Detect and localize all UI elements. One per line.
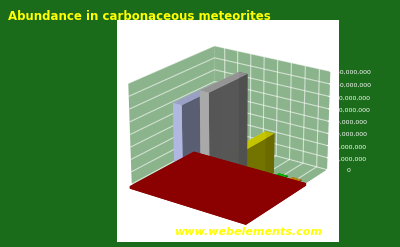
Text: Abundance in carbonaceous meteorites: Abundance in carbonaceous meteorites — [8, 10, 271, 23]
Text: www.webelements.com: www.webelements.com — [174, 227, 322, 237]
